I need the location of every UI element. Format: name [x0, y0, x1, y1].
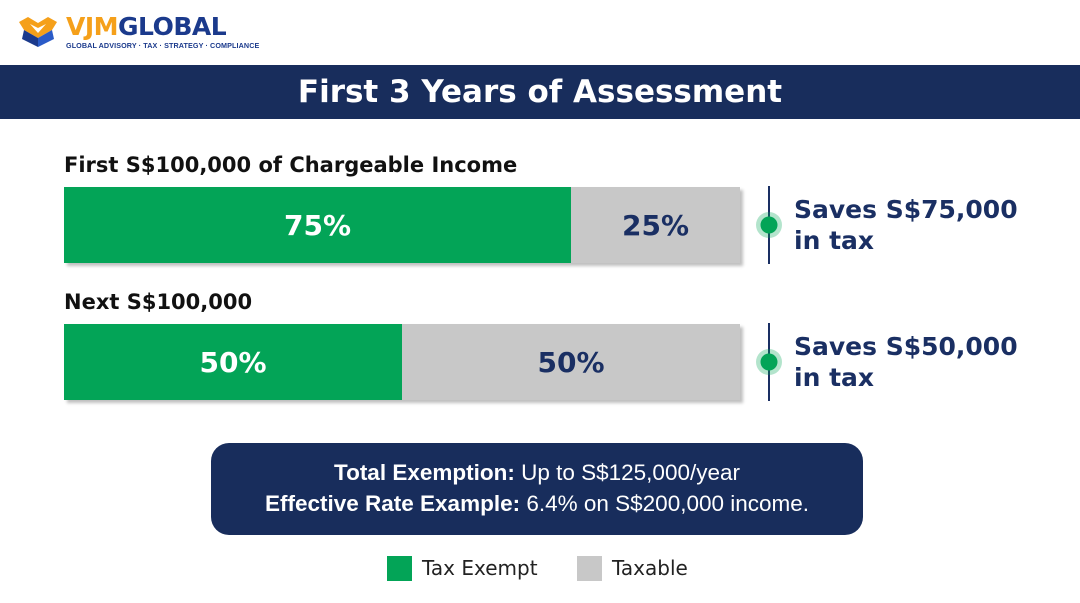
legend-item-taxable: Taxable: [577, 554, 688, 582]
bar-label-taxable: 50%: [537, 345, 605, 379]
legend-label: Taxable: [612, 556, 688, 580]
savings-suffix: in tax: [794, 226, 875, 255]
bar-label-exempt: 75%: [283, 208, 352, 242]
logo-mark-icon: [19, 17, 57, 47]
row-label-first-100k: First S$100,000 of Chargeable Income: [64, 153, 518, 177]
legend-swatch-exempt: [387, 555, 412, 581]
summary-label: Total Exemption:: [334, 460, 515, 485]
summary-value: Up to S$125,000/year: [514, 460, 740, 485]
savings-amount: Saves S$50,000: [794, 332, 1018, 361]
summary-value: 6.4% on S$200,000 income.: [520, 491, 810, 516]
bar-segment-exempt: 50%: [64, 324, 402, 400]
bar-row-2: 50% 50%: [64, 324, 740, 400]
bar-segment-taxable: 50%: [402, 324, 740, 400]
legend-label: Tax Exempt: [422, 556, 538, 580]
legend-swatch-taxable: [577, 555, 602, 581]
summary-label: Effective Rate Example:: [264, 491, 521, 516]
row-label-next-100k: Next S$100,000: [64, 290, 253, 314]
legend-item-tax-exempt: Tax Exempt: [387, 554, 538, 582]
savings-amount: Saves S$75,000: [794, 195, 1018, 224]
savings-marker-icon: [756, 186, 782, 264]
logo-wordmark-part1: VJM: [66, 12, 119, 41]
logo-tagline: GLOBAL ADVISORY · TAX · STRATEGY · COMPL…: [66, 41, 260, 50]
savings-marker-icon: [756, 323, 782, 401]
logo-wordmark-part2: GLOBAL: [118, 12, 227, 41]
chart-title: First 3 Years of Assessment: [297, 74, 783, 110]
savings-annotation-1: Saves S$75,000 in tax: [794, 194, 1074, 256]
savings-suffix: in tax: [794, 363, 875, 392]
summary-line-total: Total Exemption: Up to S$125,000/year: [211, 458, 863, 488]
title-banner: First 3 Years of Assessment: [0, 65, 1080, 119]
savings-annotation-2: Saves S$50,000 in tax: [794, 331, 1074, 393]
bar-segment-taxable: 25%: [571, 187, 740, 263]
summary-box: Total Exemption: Up to S$125,000/year Ef…: [211, 443, 863, 535]
logo-wordmark: VJMGLOBAL: [66, 12, 227, 42]
summary-line-rate: Effective Rate Example: 6.4% on S$200,00…: [211, 489, 863, 519]
bar-label-exempt: 50%: [199, 345, 267, 379]
bar-row-1: 75% 25%: [64, 187, 740, 263]
company-logo: VJMGLOBAL GLOBAL ADVISORY · TAX · STRATE…: [16, 12, 260, 52]
bar-label-taxable: 25%: [621, 208, 690, 242]
bar-segment-exempt: 75%: [64, 187, 571, 263]
